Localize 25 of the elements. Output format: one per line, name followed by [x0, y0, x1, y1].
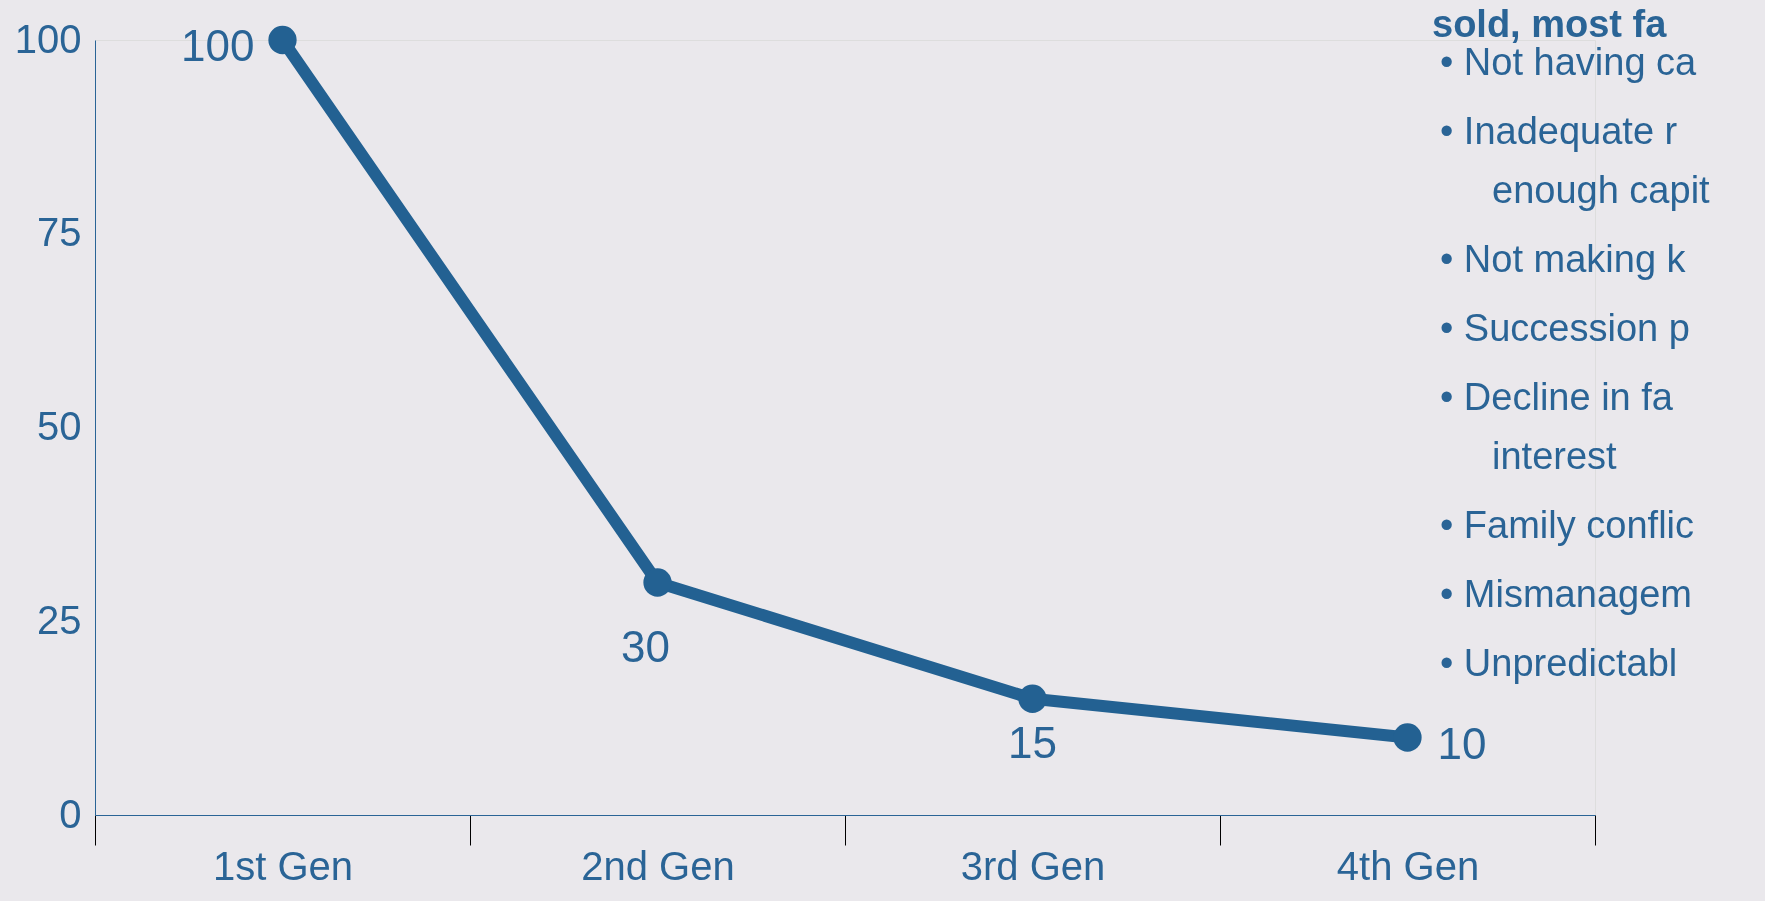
annotation: • Family conflic [1440, 504, 1695, 546]
y-tick-label: 100 [14, 16, 82, 61]
y-tick-label: 50 [37, 404, 82, 448]
point [268, 25, 297, 55]
y-tick-label: 0 [59, 791, 82, 836]
data-label: 10 [1437, 718, 1487, 768]
annotation: • Mismanagem [1440, 573, 1692, 615]
x-tick-label: 2nd Gen [581, 843, 735, 888]
annotation: • Inadequate r enough capit [1440, 110, 1711, 211]
point [643, 568, 672, 597]
x-tick-label: 1st Gen [212, 843, 354, 888]
annotation: • Decline in fa interest [1440, 376, 1674, 477]
data-label: 30 [621, 621, 670, 671]
y-tick-label: 75 [37, 210, 82, 255]
annotation: • Succession p [1440, 307, 1690, 349]
annotation: • Unpredictabl [1440, 642, 1678, 684]
x-tick-label: 4th Gen [1336, 843, 1480, 888]
annotation: sold, most fa [1432, 3, 1668, 45]
data-label: 15 [1008, 717, 1057, 767]
point [1018, 684, 1047, 713]
annotation: • Not making k [1440, 238, 1687, 280]
point [1393, 723, 1422, 752]
x-tick-label: 3rd Gen [960, 843, 1106, 888]
y-tick-label: 25 [37, 597, 82, 642]
data-label: 100 [181, 21, 255, 70]
